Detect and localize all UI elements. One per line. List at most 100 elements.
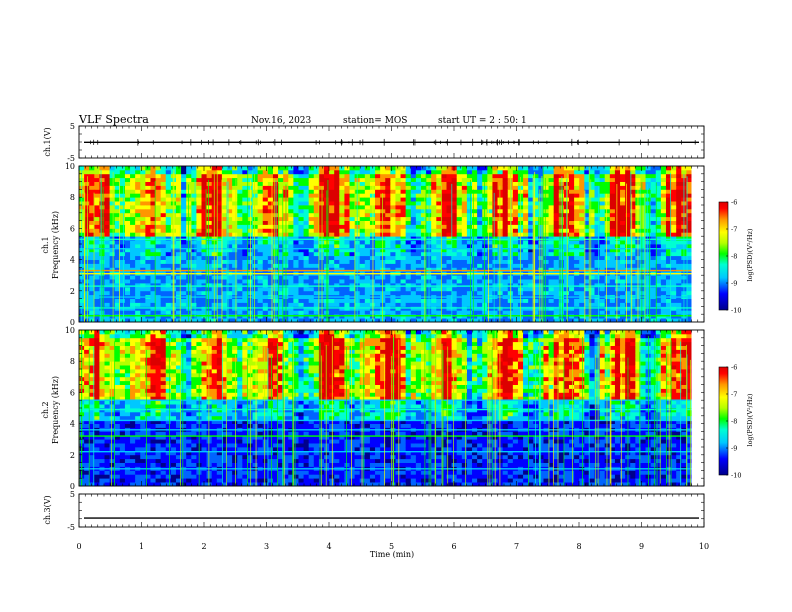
ch1-spectrogram-cell — [109, 197, 116, 202]
ch1-spectrogram-cell — [420, 201, 427, 206]
ch1-spectrogram-cell — [206, 236, 213, 241]
ch1-spectrogram-cell — [104, 244, 111, 249]
ch1-spectrogram-cell — [160, 236, 167, 241]
ch1-spectrogram-cell — [298, 173, 304, 179]
ch1-spectrogram-cell — [359, 251, 366, 257]
ch1-spectrogram-cell — [609, 205, 616, 210]
ch1-spectrogram-cell — [237, 310, 243, 315]
ch1-spectrogram-cell — [252, 236, 259, 241]
ch1-spectrogram-cell — [655, 263, 662, 268]
ch1-spectrogram-cell — [160, 298, 167, 303]
ch1-spectrogram-cell — [344, 185, 350, 190]
ch1-spectrogram-cell — [262, 318, 269, 323]
ch1-spectrogram-cell — [247, 310, 253, 315]
ch1-spectrogram-cell — [676, 232, 682, 237]
ch1-spectrogram-cell — [390, 290, 396, 296]
ch1-spectrogram-cell — [227, 236, 233, 241]
ch1-spectrogram-cell — [329, 205, 335, 210]
ch1-spectrogram-cell — [242, 275, 248, 280]
ch1-spectrogram-cell — [242, 318, 248, 323]
ch1-spectrogram-cell — [512, 224, 519, 229]
ch1-spectrogram-cell — [145, 240, 151, 245]
ch1-spectrogram-cell — [252, 224, 259, 229]
ch1-spectrogram-cell — [553, 318, 560, 323]
ch1-spectrogram-cell — [334, 224, 340, 229]
ch1-spectrogram-cell — [553, 263, 560, 268]
ch1-spectrogram-cell — [216, 216, 223, 221]
ch1-spectrogram-cell — [385, 216, 391, 221]
ch1-spectrogram-cell — [227, 224, 233, 229]
ch1-spectrogram-cell — [574, 290, 580, 296]
ch1-spectrogram-cell — [579, 255, 585, 260]
ch1-spectrogram-cell — [247, 224, 253, 229]
ch1-spectrogram-cell — [630, 279, 636, 284]
ch1-spectrogram-cell — [104, 201, 111, 206]
ch1-spectrogram-cell — [630, 181, 636, 186]
ch1-spectrogram-cell — [288, 286, 294, 292]
ch1-spectrogram-cell — [528, 267, 534, 272]
ch1-spectrogram-cell — [242, 259, 248, 264]
ch1-spectrogram-cell — [375, 236, 381, 241]
ch1-spectrogram-cell — [293, 205, 299, 210]
ch1-spectrogram-cell — [140, 283, 146, 288]
ch1-spectrogram-cell — [257, 302, 264, 307]
ch1-spectrogram-cell — [124, 267, 131, 272]
ch1-spectrogram-cell — [477, 205, 483, 210]
ch1-spectrogram-cell — [543, 181, 549, 186]
ch1-spectrogram-cell — [334, 189, 340, 194]
ch1-spectrogram-cell — [395, 228, 401, 233]
ch1-spectrogram-cell — [553, 208, 560, 214]
ch1-spectrogram-cell — [359, 205, 366, 210]
ch1-spectrogram-cell — [227, 275, 233, 280]
ch1-spectrogram-cell — [206, 205, 213, 210]
ch1-spectrogram-cell — [124, 216, 131, 221]
ch1-spectrogram-cell — [655, 298, 662, 303]
ch1-spectrogram-cell — [84, 212, 90, 218]
ch1-spectrogram-cell — [538, 286, 544, 292]
ch1-spectrogram-cell — [349, 275, 356, 280]
ch1-spectrogram-cell — [390, 286, 396, 292]
ch1-spectrogram-cell — [119, 181, 126, 186]
ch1-spectrogram-cell — [334, 173, 340, 179]
ch1-spectrogram-cell — [543, 302, 549, 307]
ch1-spectrogram-cell — [119, 212, 126, 218]
ch1-spectrogram-cell — [298, 251, 304, 257]
ch1-spectrogram-cell — [390, 208, 396, 214]
ch1-spectrogram-cell — [553, 166, 560, 171]
ch1-spectrogram-cell — [104, 193, 111, 198]
ch1-spectrogram-cell — [89, 240, 95, 245]
ch1-spectrogram-cell — [461, 197, 468, 202]
ch1-spectrogram-cell — [415, 173, 422, 179]
ch1-spectrogram-cell — [140, 173, 146, 179]
ch1-spectrogram-cell — [528, 279, 534, 284]
ch1-spectrogram-cell — [543, 263, 549, 268]
ch1-spectrogram-cell — [175, 224, 182, 229]
ch1-spectrogram-cell — [160, 205, 167, 210]
ch1-spectrogram-cell — [385, 255, 391, 260]
ch1-spectrogram-cell — [620, 251, 626, 257]
ch1-spectrogram-cell — [196, 275, 202, 280]
ch1-spectrogram-cell — [155, 283, 162, 288]
ch1-spectrogram-cell — [400, 244, 407, 249]
ch1-spectrogram-cell — [614, 318, 621, 323]
ch1-spectrogram-cell — [298, 193, 304, 198]
ch1-spectrogram-cell — [512, 286, 519, 292]
ch1-spectrogram-cell — [308, 244, 315, 249]
ch1-spectrogram-cell — [502, 310, 509, 315]
ch1-spectrogram-cell — [574, 310, 580, 315]
ch1-spectrogram-cell — [94, 275, 100, 280]
ch1-spectrogram-cell — [630, 208, 636, 214]
ch1-spectrogram-cell — [436, 173, 442, 179]
ch1-spectrogram-cell — [497, 189, 504, 194]
ch1-spectrogram-cell — [482, 169, 488, 175]
ch1-spectrogram-cell — [620, 298, 626, 303]
ch1-spectrogram-cell — [487, 228, 493, 233]
ch1-spectrogram-cell — [461, 302, 468, 307]
ch1-spectrogram-cell — [237, 263, 243, 268]
ch1-spectrogram-cell — [390, 251, 396, 257]
ch1-spectrogram-cell — [181, 232, 187, 237]
ch1-spectrogram-cell — [456, 279, 463, 284]
ch1-spectrogram-cell — [492, 201, 498, 206]
ch1-spectrogram-cell — [211, 169, 218, 175]
ch1-spectrogram-cell — [604, 201, 611, 206]
